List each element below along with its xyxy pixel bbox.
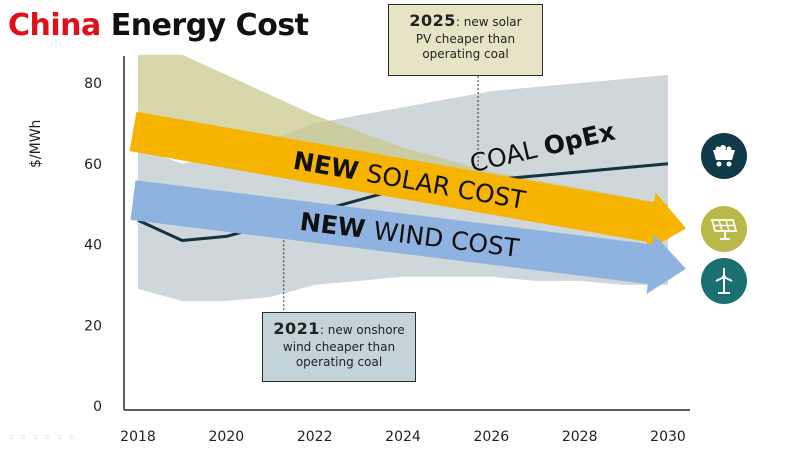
callout-2025: 2025: new solar PV cheaper than operatin…	[388, 4, 543, 76]
solar-panel-icon	[701, 206, 747, 252]
x-tick-label: 2022	[297, 429, 333, 445]
x-tick-label: 2020	[209, 429, 245, 445]
y-tick-label: 0	[93, 399, 102, 415]
arrow-new-wind	[130, 180, 686, 295]
y-tick-label: 60	[84, 157, 102, 173]
callout-2021-line3: operating coal	[295, 355, 383, 370]
x-tick-label: 2028	[562, 429, 598, 445]
x-tick-label: 2030	[650, 429, 686, 445]
y-axis-label: $/MWh	[28, 119, 44, 168]
y-tick-label: 80	[84, 76, 102, 92]
callout-2025-year: 2025	[409, 11, 456, 30]
wind-turbine-icon	[701, 258, 747, 304]
y-tick-label: 20	[84, 318, 102, 334]
callout-2021-line2: wind cheaper than	[282, 339, 396, 354]
callout-2021-year: 2021	[273, 319, 320, 338]
coal-cart-icon	[701, 133, 747, 179]
callout-2025-line3: operating coal	[422, 47, 509, 62]
callout-2021-line1: : new onshore	[319, 323, 405, 337]
x-tick-label: 2024	[385, 429, 421, 445]
x-tick-label: 2026	[474, 429, 510, 445]
x-tick-label: 2018	[120, 429, 156, 445]
page-title: China Energy Cost	[8, 8, 309, 43]
y-tick-label: 40	[84, 238, 102, 254]
callout-2025-line1: : new solar	[455, 15, 522, 29]
callout-2021: 2021: new onshore wind cheaper than oper…	[262, 312, 416, 382]
title-highlight: China	[8, 8, 101, 43]
title-rest: Energy Cost	[110, 8, 309, 43]
slide-controls: ○○○○○○	[8, 432, 81, 443]
arrow-new-solar	[129, 111, 687, 252]
callout-2025-line2: PV cheaper than	[415, 31, 516, 46]
